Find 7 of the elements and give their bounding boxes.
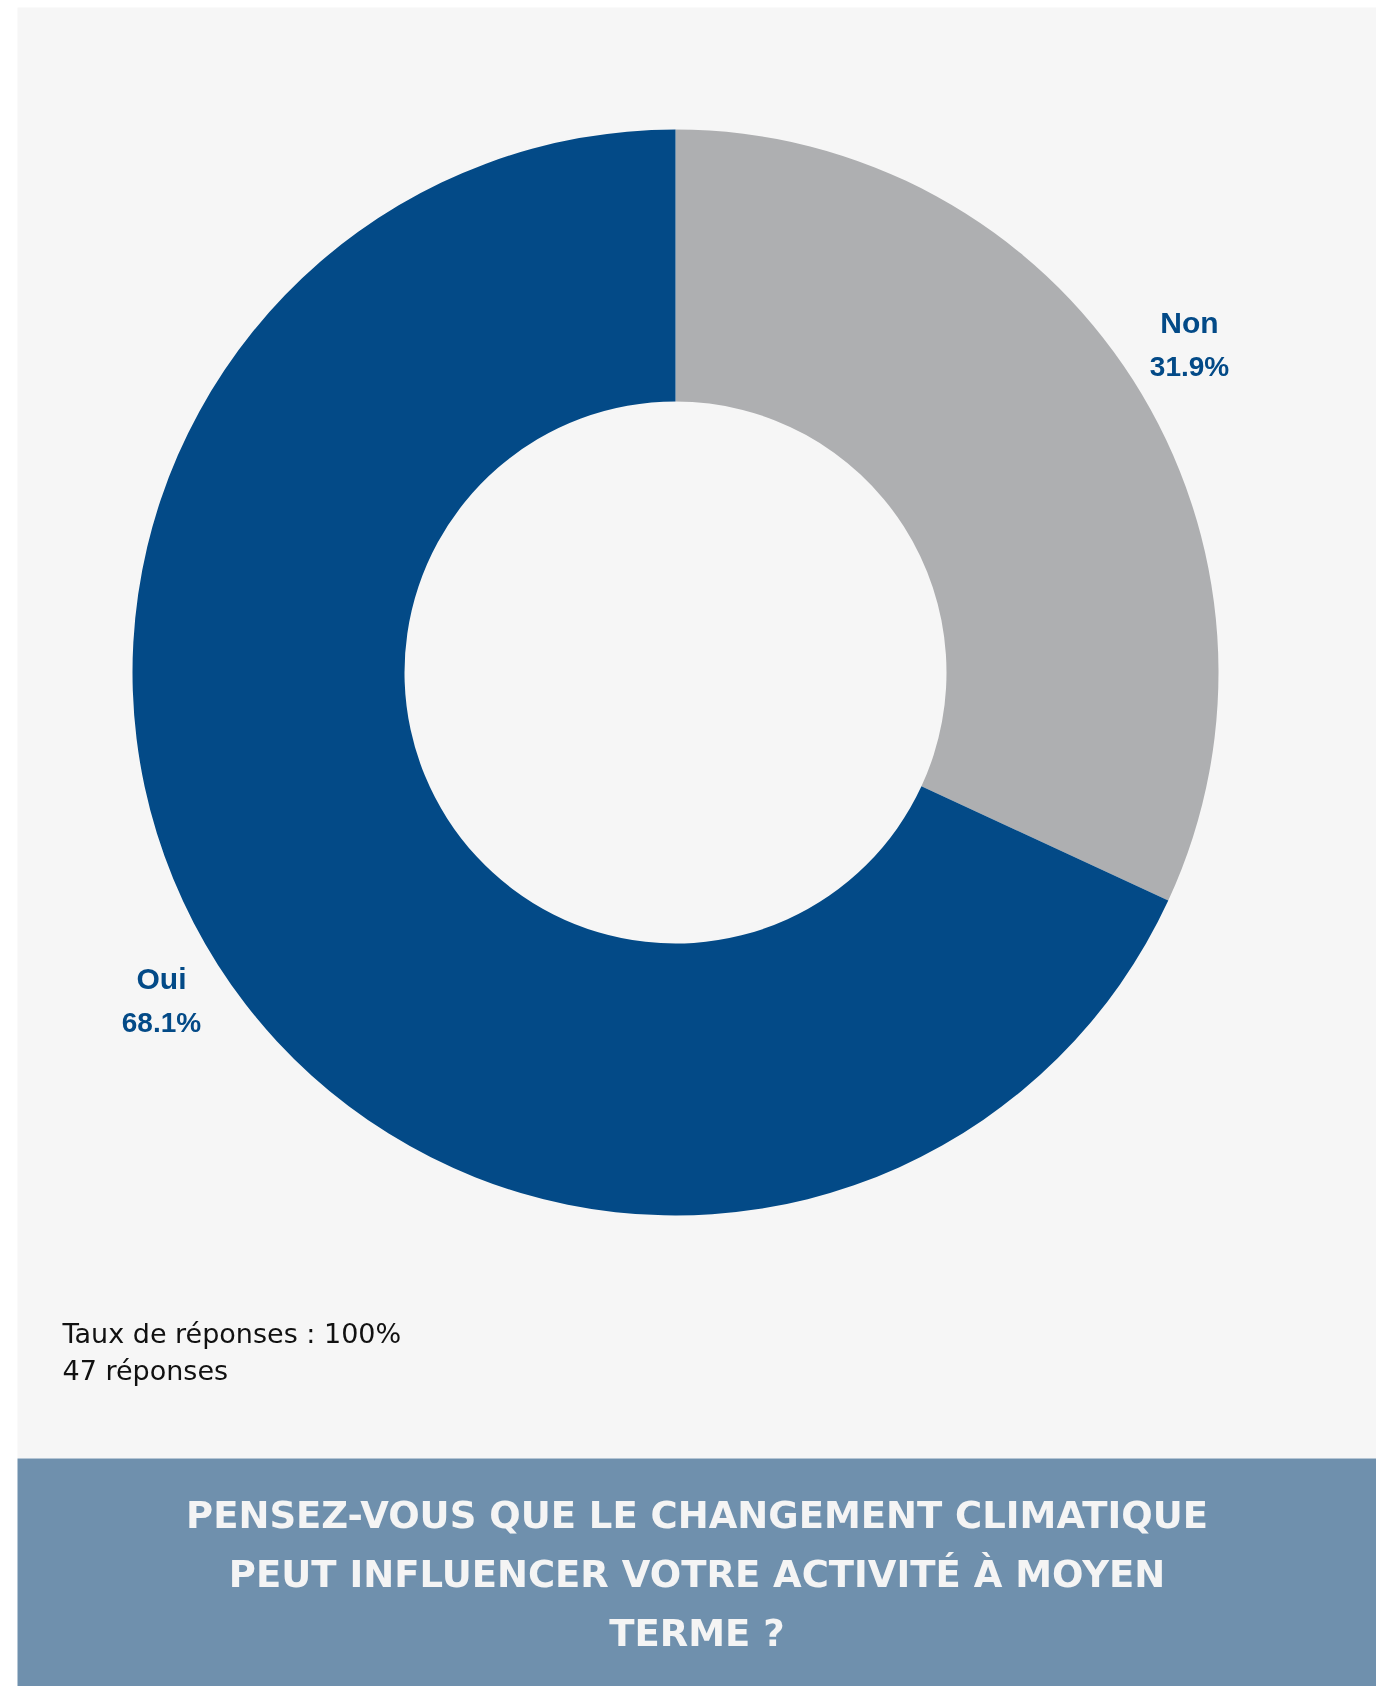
data-label: 31.9% (1149, 350, 1230, 382)
slice-label: Non (1160, 305, 1219, 339)
slice-label: Oui (136, 962, 187, 996)
text: Taux de réponses : 100% (61, 1318, 402, 1349)
data-label: 68.1% (121, 1007, 202, 1039)
text: PENSEZ-VOUS QUE LE CHANGEMENT CLIMATIQUE PEUT INFLUENCER VOTRE ACTIVITÉ À MOYEN TERME ? (186, 1494, 1208, 1655)
text: 47 réponses (62, 1355, 229, 1386)
